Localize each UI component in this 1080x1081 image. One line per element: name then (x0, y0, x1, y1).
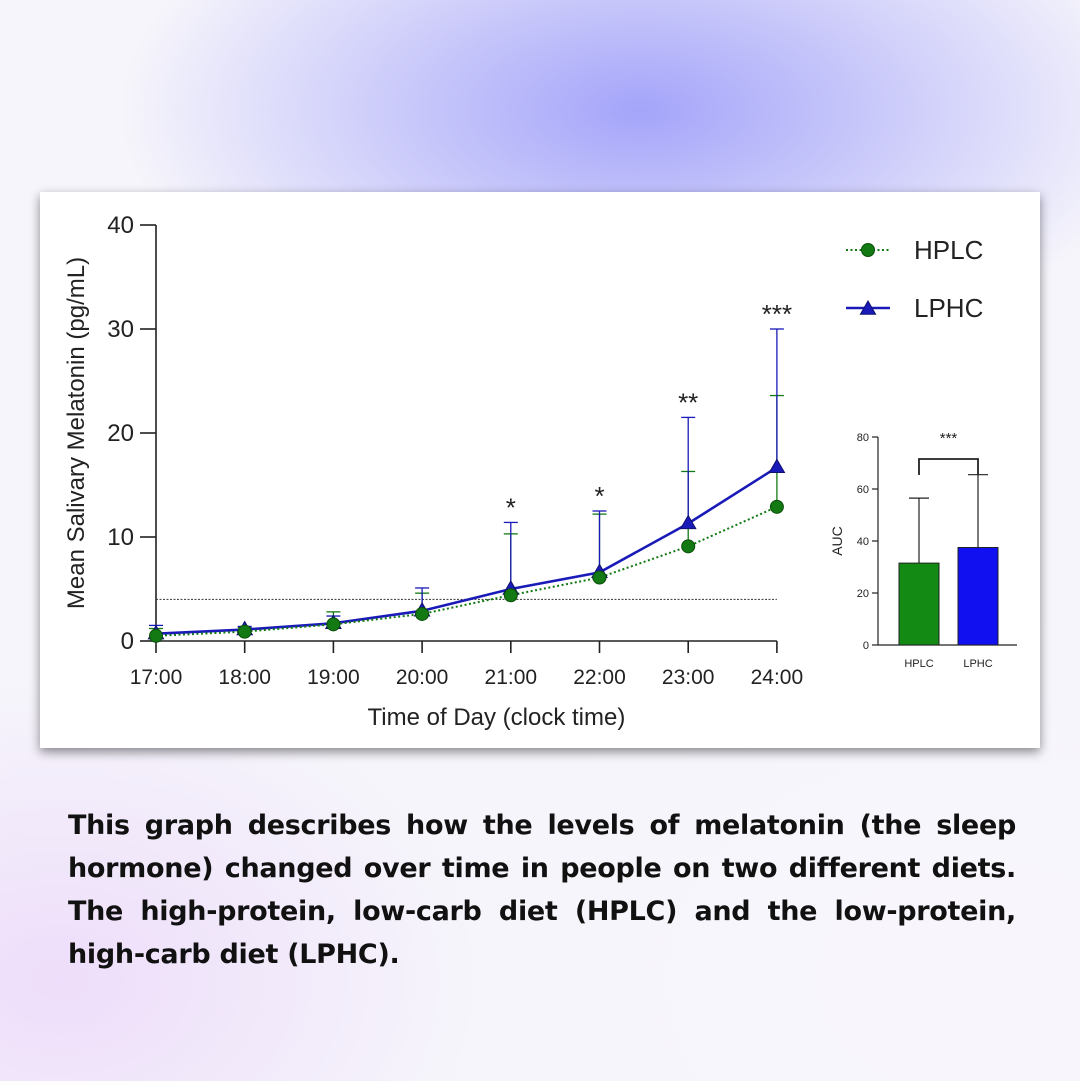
legend-marker-lphc (859, 299, 877, 315)
auc-y-tick-label: 20 (857, 588, 869, 600)
auc-y-tick-label: 80 (857, 432, 869, 444)
figure-card: 0 10 20 30 40 Mean Salivary Melatonin (pg/mL)… (40, 192, 1040, 748)
hplc-point (503, 588, 518, 603)
hplc-point (415, 606, 430, 621)
x-tick-label: 24:00 (751, 666, 804, 689)
x-tick-label: 22:00 (573, 666, 626, 689)
y-axis-label: Mean Salivary Melatonin (pg/mL) (63, 257, 90, 609)
legend-label-hplc: HPLC (914, 235, 983, 265)
x-axis-label: Time of Day (clock time) (368, 704, 626, 731)
significance-label: * (594, 481, 604, 511)
caption-text: This graph describes how the levels of m… (68, 810, 1016, 970)
auc-y-tick-label: 60 (857, 484, 869, 496)
hplc-point (149, 628, 163, 643)
hplc-point (681, 539, 696, 554)
legend-marker-hplc (861, 243, 875, 257)
lphc-point (768, 458, 786, 474)
auc-bar-hplc (898, 562, 940, 646)
y-tick-label: 10 (107, 524, 134, 551)
auc-x-tick-label: LPHC (963, 658, 992, 670)
legend-label-lphc: LPHC (914, 293, 983, 323)
x-tick-label: 23:00 (662, 666, 715, 689)
series-line-lphc (155, 466, 778, 636)
auc-bar-lphc (957, 547, 999, 646)
y-tick-label: 20 (107, 420, 134, 447)
auc-significance-bracket (918, 458, 979, 475)
melatonin-figure: 0 10 20 30 40 Mean Salivary Melatonin (pg/mL)… (63, 212, 1017, 731)
series-line-hplc (155, 505, 778, 637)
significance-label: * (506, 492, 516, 522)
hplc-point (326, 617, 341, 632)
auc-y-tick-label: 0 (863, 640, 869, 652)
auc-y-axis-label: AUC (829, 526, 845, 556)
significance-label: *** (762, 299, 792, 329)
hplc-point (592, 570, 607, 585)
x-tick-label: 17:00 (130, 666, 183, 689)
y-tick-label: 30 (107, 316, 134, 343)
x-tick-label: 20:00 (396, 666, 449, 689)
x-tick-label: 18:00 (218, 666, 271, 689)
auc-y-tick-label: 40 (857, 536, 869, 548)
lphc-point (679, 514, 697, 530)
legend: HPLC LPHC (846, 235, 983, 323)
auc-x-tick-label: HPLC (904, 658, 933, 670)
hplc-point (237, 624, 252, 639)
x-tick-label: 19:00 (307, 666, 360, 689)
hplc-point (769, 499, 784, 514)
y-tick-label: 40 (107, 212, 134, 239)
y-tick-label: 0 (121, 628, 134, 655)
significance-label: ** (678, 387, 698, 417)
x-tick-label: 21:00 (485, 666, 538, 689)
auc-significance-label: *** (940, 430, 958, 447)
